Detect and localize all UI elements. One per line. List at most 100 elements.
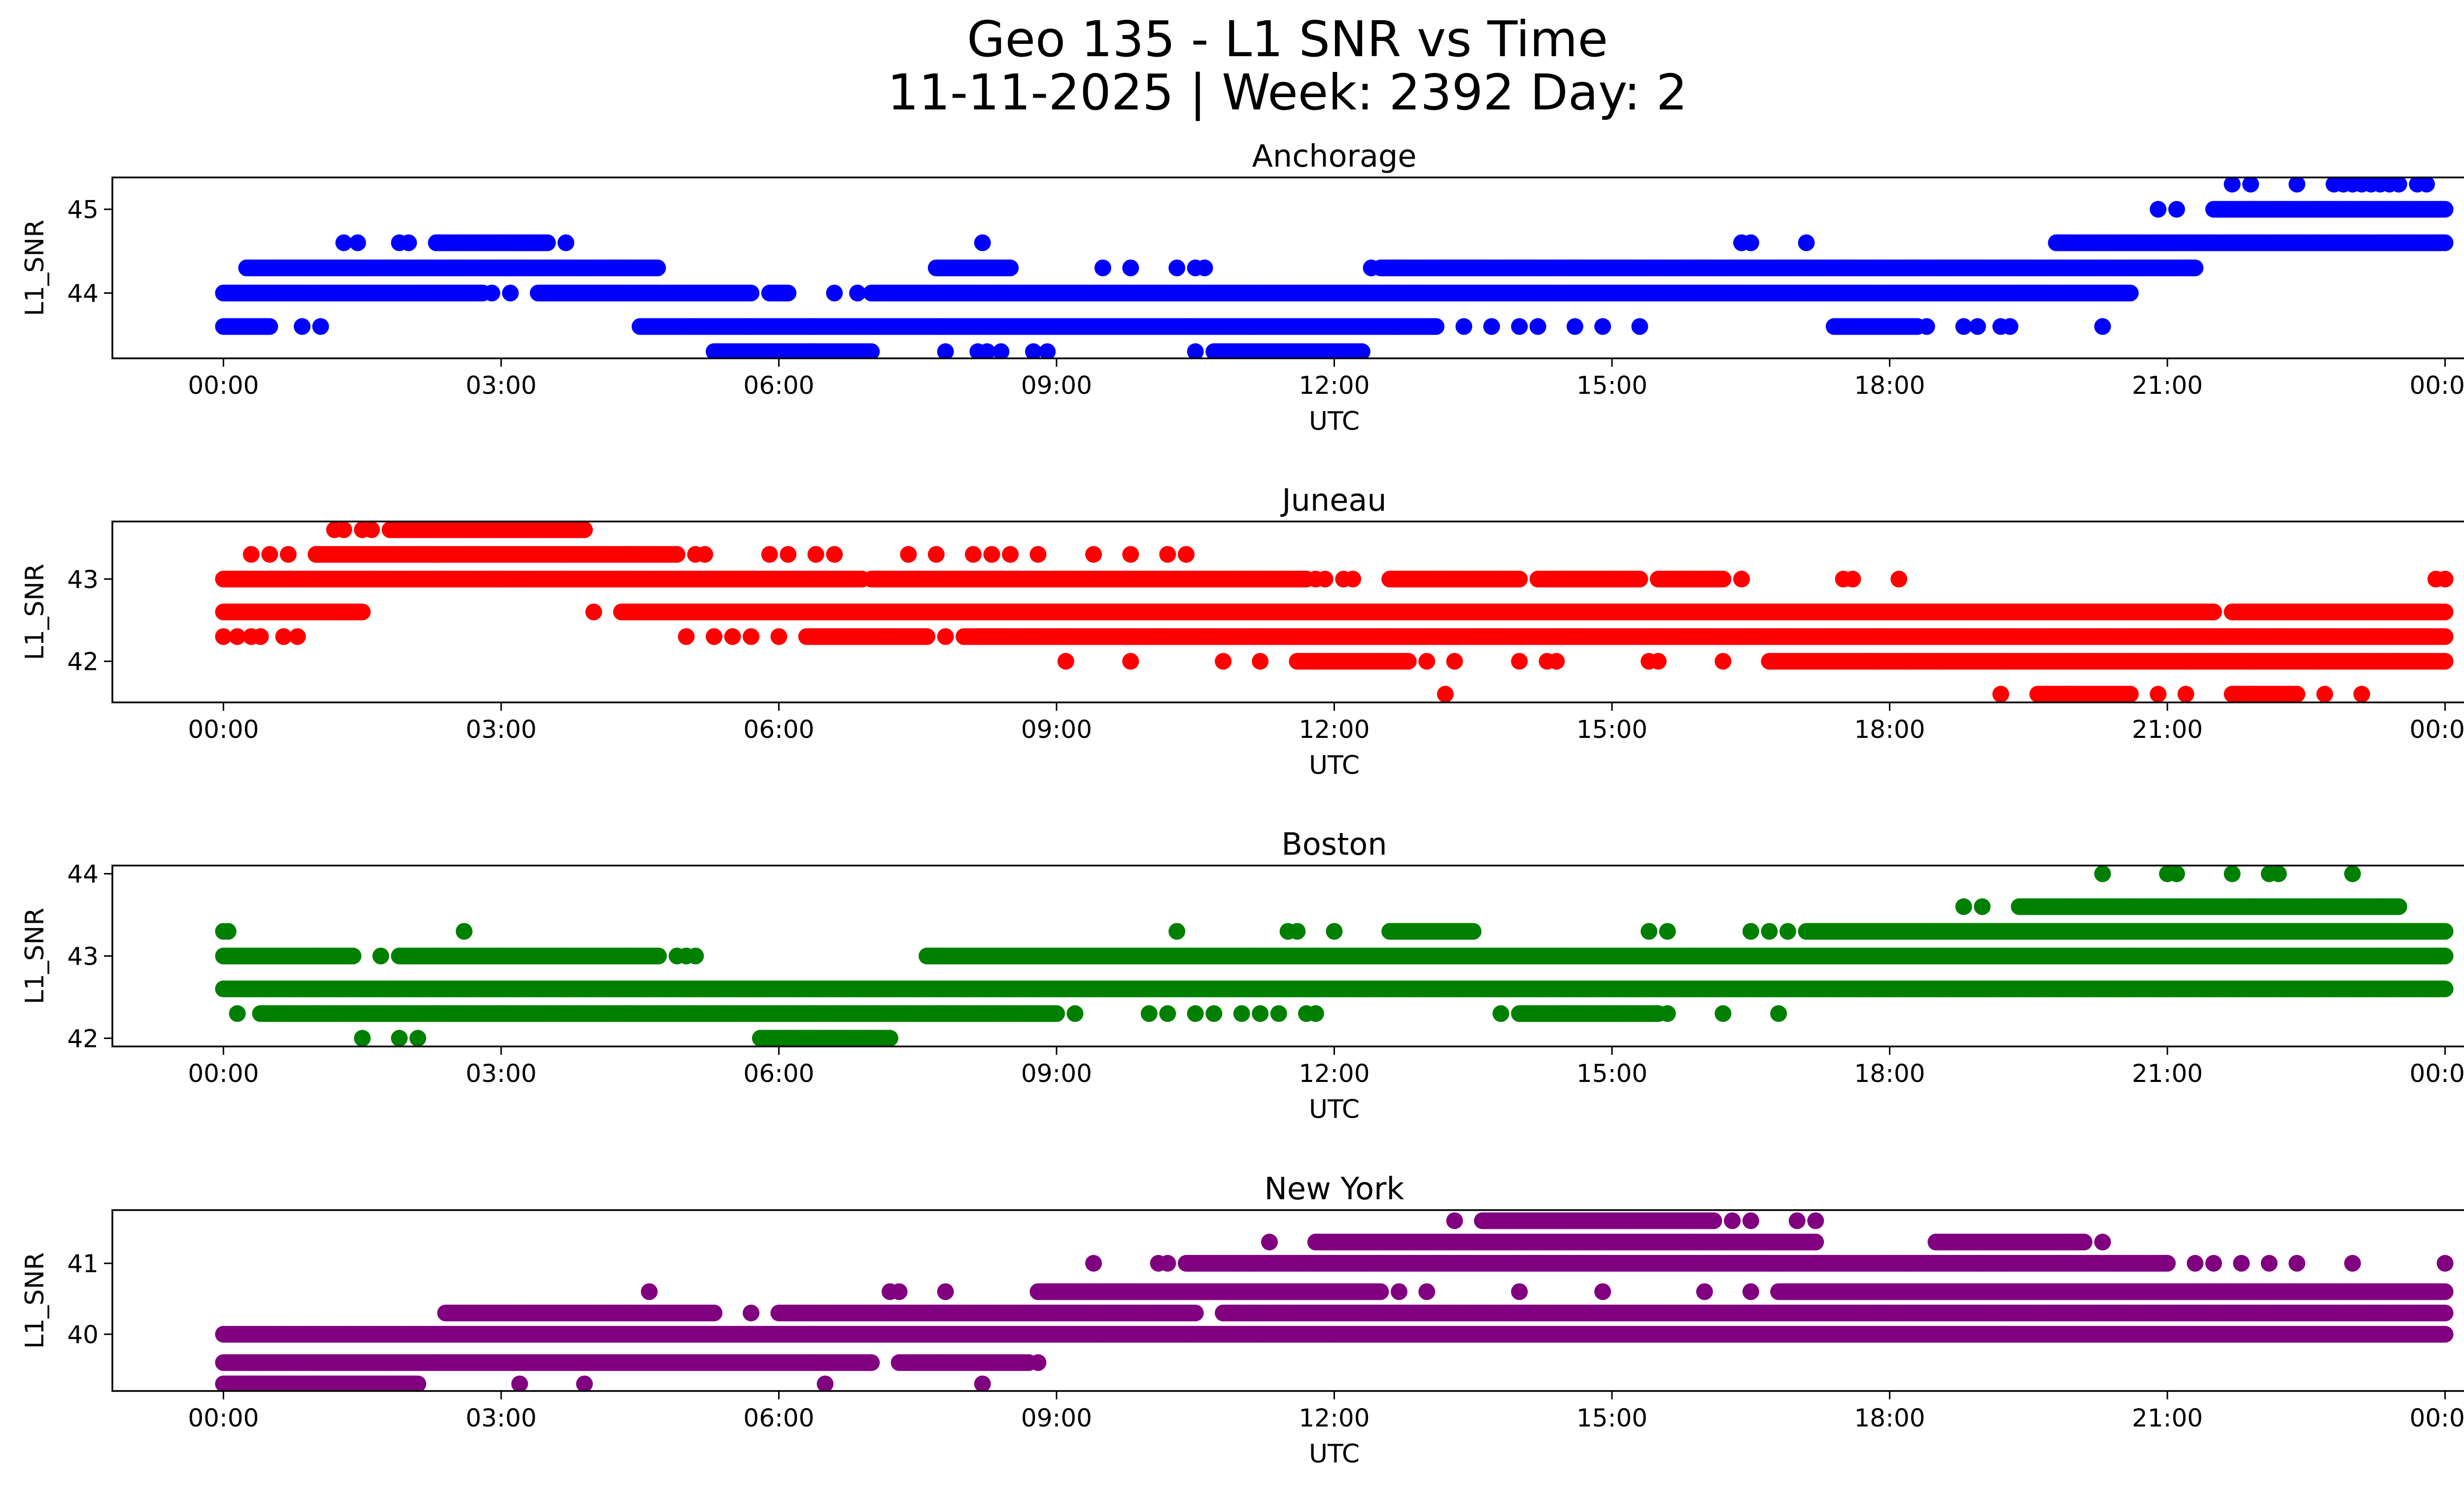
- data-point: [502, 284, 519, 302]
- data-point: [335, 234, 352, 251]
- data-point: [1631, 318, 1648, 335]
- data-point: [1094, 259, 1111, 277]
- data-point: [1279, 284, 1297, 302]
- data-point: [483, 284, 501, 302]
- x-tick-label: 00:00: [2410, 371, 2464, 400]
- data-point: [2224, 177, 2241, 193]
- data-point: [1344, 570, 1362, 588]
- data-point: [1252, 284, 1269, 302]
- data-point: [2436, 570, 2454, 588]
- data-point: [2436, 201, 2454, 218]
- data-point: [649, 259, 666, 277]
- data-point: [400, 234, 417, 251]
- data-point: [1187, 343, 1204, 358]
- data-point: [2418, 177, 2435, 193]
- data-point: [2150, 201, 2167, 218]
- data-point: [294, 318, 311, 335]
- data-point: [1714, 570, 1732, 588]
- data-point: [2187, 259, 2204, 277]
- x-tick-label: 09:00: [1021, 371, 1092, 400]
- data-point: [2390, 177, 2407, 193]
- data-point: [826, 284, 843, 302]
- data-point: [1363, 259, 1380, 277]
- data-point: [1529, 318, 1546, 335]
- data-point: [1025, 343, 1042, 358]
- data-point: [1733, 570, 1750, 588]
- panel-title: Anchorage: [1252, 138, 1416, 174]
- data-point: [1798, 234, 1815, 251]
- data-point: [2001, 318, 2019, 335]
- x-tick-label: 18:00: [1854, 371, 1925, 400]
- x-tick-label: 12:00: [1299, 371, 1369, 400]
- panel-anchorage: Anchorage 00:00 03:00 06:00 09:00 12:00 15:00 1…: [20, 138, 2464, 436]
- data-point: [1511, 318, 1528, 335]
- data-point: [1039, 343, 1056, 358]
- data-point: [1566, 318, 1583, 335]
- data-point: [1890, 570, 1908, 588]
- data-point: [1196, 259, 1213, 277]
- data-point: [1483, 318, 1500, 335]
- data-point: [261, 318, 278, 335]
- data-point: [1844, 570, 1861, 588]
- data-point: [1511, 570, 1528, 588]
- data-point: [2094, 318, 2111, 335]
- x-tick-label: 00:00: [188, 371, 259, 400]
- data-point: [974, 234, 991, 251]
- data-point: [2205, 603, 2222, 621]
- data-point: [1455, 318, 1472, 335]
- data-point: [349, 234, 366, 251]
- data-point: [1316, 570, 1334, 588]
- data-point: [428, 234, 445, 251]
- data-point: [1631, 570, 1648, 588]
- data-point: [312, 318, 329, 335]
- data-point: [2168, 201, 2185, 218]
- data-point: [743, 284, 760, 302]
- data-point: [2289, 177, 2305, 193]
- y-tick-label: 45: [67, 196, 99, 224]
- chart-subtitle: 11-11-2025 | Week: 2392 Day: 2: [887, 64, 1688, 121]
- data-point: [1594, 318, 1611, 335]
- chart-title: Geo 135 - L1 SNR vs Time: [967, 10, 1608, 68]
- data-point: [2122, 284, 2139, 302]
- data-point: [1353, 343, 1370, 358]
- data-point: [992, 343, 1010, 358]
- data-point: [539, 234, 556, 251]
- panel-title: Juneau: [1280, 482, 1386, 518]
- x-tick-label: 06:00: [743, 371, 814, 400]
- x-axis-label: UTC: [1309, 407, 1360, 436]
- data-point: [2436, 603, 2454, 621]
- data-point: [937, 343, 954, 358]
- data-point: [2270, 234, 2287, 251]
- data-point: [1742, 234, 1759, 251]
- x-tick-label: 21:00: [2132, 371, 2203, 400]
- data-point: [1428, 318, 1445, 335]
- y-axis-label: L1_SNR: [20, 219, 50, 316]
- data-point: [1039, 284, 1056, 302]
- data-point: [1122, 259, 1139, 277]
- data-point: [557, 234, 575, 251]
- data-point: [849, 284, 866, 302]
- y-tick-label: 44: [67, 279, 99, 308]
- data-point: [1955, 318, 1972, 335]
- data-point: [354, 603, 371, 621]
- data-point: [2399, 234, 2417, 251]
- data-point: [780, 284, 797, 302]
- data-point: [1918, 318, 1935, 335]
- data-point: [585, 603, 602, 621]
- data-point: [979, 343, 996, 358]
- series-points: [215, 177, 2454, 358]
- data-point: [1002, 259, 1019, 277]
- x-tick-label: 03:00: [466, 371, 537, 400]
- data-point: [2381, 234, 2398, 251]
- data-point: [2289, 234, 2305, 251]
- x-tick-label: 15:00: [1576, 371, 1647, 400]
- data-point: [2242, 177, 2259, 193]
- series-points: [215, 522, 2454, 702]
- data-point: [2436, 234, 2454, 251]
- data-point: [863, 343, 880, 358]
- data-point: [1168, 259, 1186, 277]
- data-point: [1969, 318, 1986, 335]
- data-point: [919, 628, 935, 645]
